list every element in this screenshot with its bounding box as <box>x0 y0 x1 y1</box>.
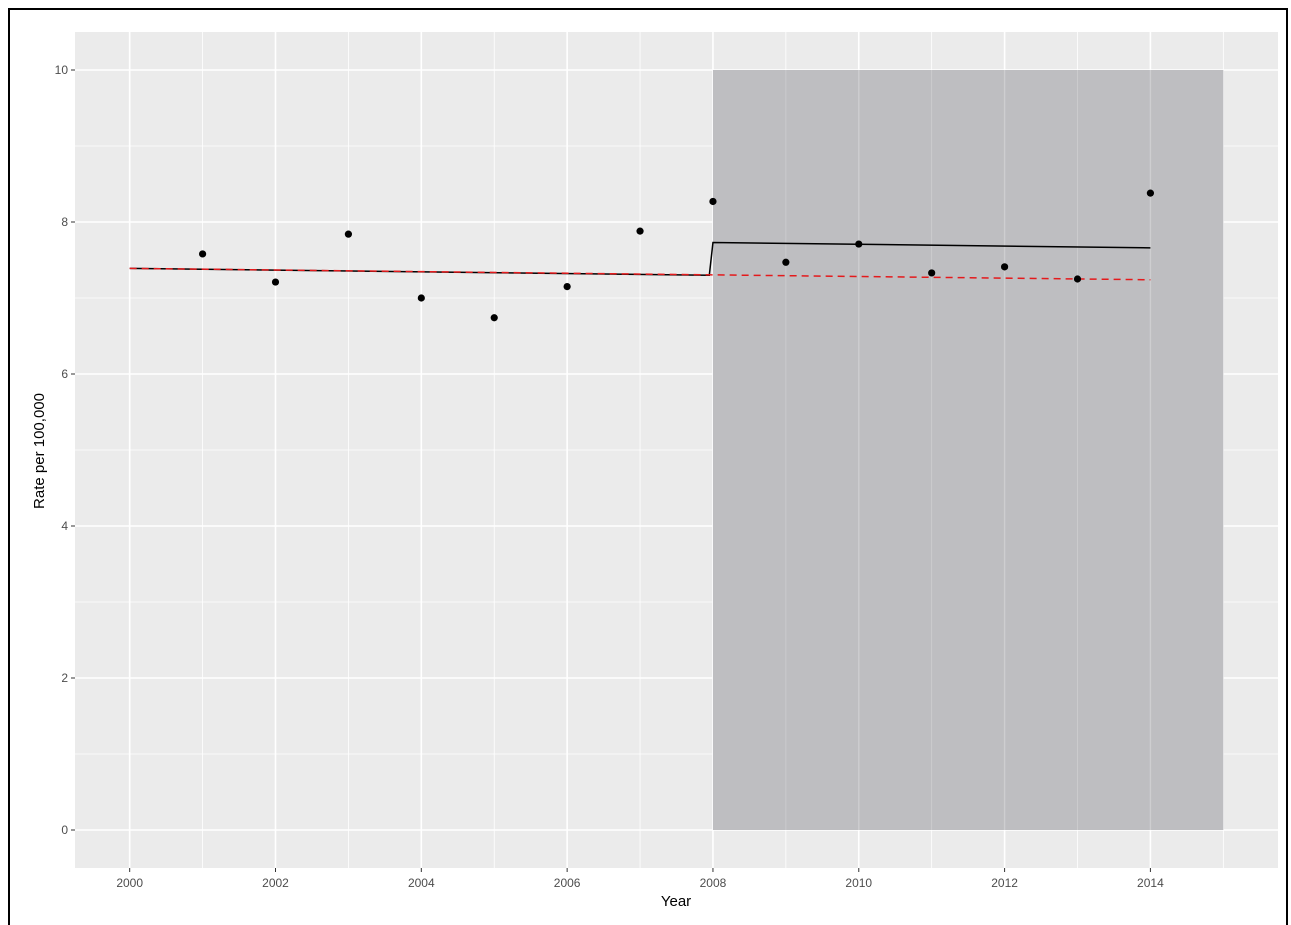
data-point <box>417 294 425 302</box>
data-point <box>563 283 571 291</box>
data-point <box>344 230 353 238</box>
data-point <box>1146 189 1155 197</box>
counterfactual-line <box>129 267 1151 281</box>
y-tick-label: 8 <box>61 215 68 229</box>
y-tick-label: 10 <box>55 63 69 77</box>
y-tick-label: 6 <box>61 367 68 381</box>
x-tick-label: 2014 <box>1137 876 1164 890</box>
data-point <box>1000 263 1009 271</box>
y-axis-title: Rate per 100,000 <box>31 393 48 509</box>
x-tick-label: 2012 <box>991 876 1018 890</box>
data-point <box>271 278 280 286</box>
x-axis: 2000 2002 2004 2006 2008 2010 2012 2014 <box>116 868 1164 890</box>
x-tick-label: 2006 <box>554 876 581 890</box>
x-tick-label: 2004 <box>408 876 435 890</box>
data-point <box>490 314 498 322</box>
y-tick-label: 0 <box>61 823 68 837</box>
data-point <box>709 197 717 206</box>
y-axis: 0 2 4 6 8 10 <box>55 63 75 837</box>
y-tick-label: 4 <box>61 519 68 533</box>
x-tick-label: 2000 <box>116 876 143 890</box>
x-tick-label: 2010 <box>845 876 872 890</box>
y-tick-label: 2 <box>61 671 68 685</box>
shaded-region-gridlines <box>785 70 1152 830</box>
data-point <box>928 269 936 277</box>
x-tick-label: 2002 <box>262 876 289 890</box>
x-axis-title: Year <box>661 893 691 910</box>
data-point <box>636 227 644 235</box>
figure-frame <box>8 8 1288 925</box>
data-point <box>198 250 207 258</box>
shaded-region <box>712 70 1224 830</box>
data-points <box>198 189 1155 322</box>
x-tick-label: 2008 <box>700 876 727 890</box>
data-point <box>782 258 790 266</box>
data-point <box>1073 275 1082 283</box>
data-point <box>855 240 863 248</box>
